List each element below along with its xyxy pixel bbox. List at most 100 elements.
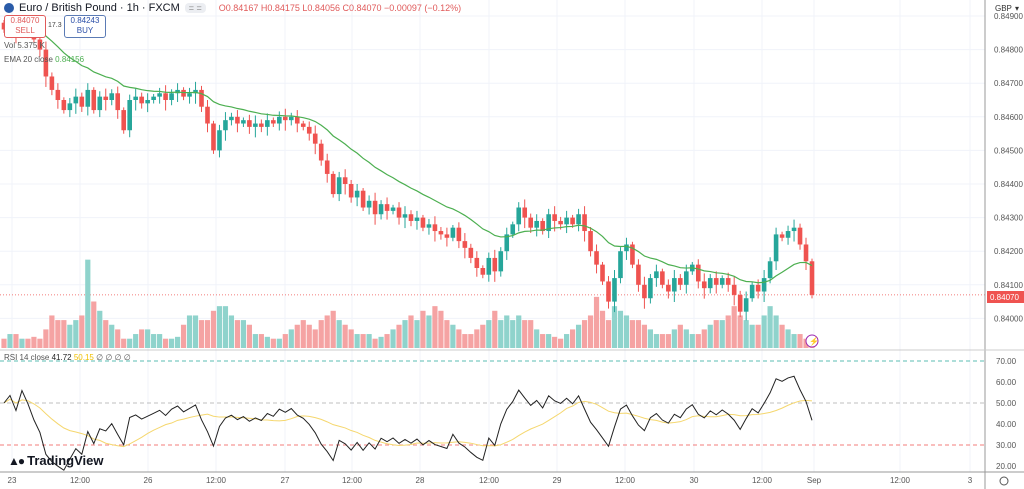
time-tick-label: 30: [690, 476, 699, 485]
candle-down: [396, 207, 402, 218]
last-price-label: 0.84070: [990, 293, 1019, 302]
volume-bar: [348, 329, 354, 348]
volume-bar: [534, 329, 540, 348]
buy-button[interactable]: 0.84243 BUY: [64, 15, 106, 38]
candle-down: [294, 116, 300, 124]
rsi-legend[interactable]: RSI 14 close 41.72 50.15 ∅ ∅ ∅ ∅: [4, 353, 131, 362]
volume-bar: [569, 329, 576, 348]
candle-up: [486, 257, 492, 275]
volume-bar: [731, 306, 737, 348]
volume-bar: [1, 338, 7, 348]
volume-bar: [468, 334, 474, 348]
rsi-tick-label: 30.00: [996, 441, 1017, 450]
candle-down: [211, 123, 216, 151]
candle-down: [606, 281, 611, 302]
price-tick-label: 0.84100: [994, 281, 1023, 290]
candle-down: [37, 39, 43, 50]
volume-bar: [13, 334, 19, 348]
volume-bar: [785, 329, 791, 348]
candle-up: [288, 116, 294, 121]
candle-down: [540, 220, 545, 232]
candle-up: [336, 177, 342, 195]
price-tick-label: 0.84500: [994, 146, 1023, 155]
rsi-tick-label: 20.00: [996, 462, 1017, 471]
volume-bar: [19, 338, 25, 348]
volume-bar: [163, 338, 169, 348]
volume-bars: [1, 259, 815, 348]
volume-bar: [677, 324, 683, 348]
grid-lines: [0, 0, 985, 472]
candle-down: [55, 89, 61, 100]
candle-up: [414, 217, 420, 221]
candle-down: [809, 261, 815, 295]
volume-bar: [665, 334, 671, 348]
candle-down: [660, 271, 665, 285]
tradingview-mark-icon: ▲●: [8, 453, 25, 468]
time-axis[interactable]: 23 12:00 26 12:00 27 12:00 28 12:00 29 12:00 30 12:…: [8, 476, 973, 485]
open-value: O0.84167: [218, 3, 259, 13]
volume-bar: [599, 310, 606, 348]
currency-label[interactable]: GBP: [995, 4, 1012, 13]
ohlc-readout: O0.84167 H0.84175 L0.84056 C0.84070 −0.0…: [219, 3, 461, 13]
currency-chevron-icon[interactable]: ▾: [1015, 4, 1019, 13]
price-tick-label: 0.84900: [994, 12, 1023, 21]
candle-up: [761, 278, 767, 292]
candle-down: [199, 89, 204, 107]
volume-bar: [300, 320, 306, 348]
volume-bar: [611, 306, 618, 348]
candle-down: [462, 241, 468, 248]
candle-down: [235, 116, 240, 124]
candle-up: [516, 207, 522, 225]
volume-legend[interactable]: Vol 5.375 K: [4, 41, 45, 50]
rsi-legend-label: RSI 14 close: [4, 353, 50, 362]
volume-bar: [701, 329, 707, 348]
candles: [1, 16, 815, 321]
candle-down: [582, 214, 587, 232]
candle-up: [133, 96, 138, 100]
volume-bar: [115, 329, 121, 348]
volume-bar: [318, 320, 324, 348]
candle-up: [73, 96, 79, 104]
volume-bar: [103, 320, 109, 348]
price-axis[interactable]: 0.850000.849000.848000.847000.846000.845…: [994, 0, 1023, 471]
price-tick-label: 0.84600: [994, 113, 1023, 122]
tradingview-logo[interactable]: ▲● TradingView: [8, 453, 103, 468]
candle-up: [618, 251, 623, 279]
candle-up: [707, 278, 713, 289]
rsi-line: [3, 375, 813, 471]
candle-up: [743, 298, 749, 312]
candle-down: [330, 173, 336, 195]
candle-up: [648, 278, 653, 299]
volume-bar: [246, 324, 252, 348]
event-flash-icon[interactable]: [805, 334, 819, 348]
volume-bar: [617, 310, 624, 348]
volume-bar: [761, 315, 767, 348]
time-tick-label: 26: [144, 476, 153, 485]
time-tick-label: 28: [416, 476, 425, 485]
volume-bar: [408, 315, 414, 348]
sell-button[interactable]: 0.84070 SELL: [4, 15, 46, 38]
volume-bar: [659, 334, 665, 348]
volume-bar: [492, 310, 498, 348]
volume-bar: [707, 324, 713, 348]
candle-up: [223, 120, 228, 131]
candle-down: [779, 234, 785, 238]
chart-mode-icon[interactable]: = =: [184, 3, 206, 13]
volume-bar: [180, 324, 187, 348]
candle-up: [773, 234, 779, 262]
candle-down: [205, 106, 210, 124]
settings-icon[interactable]: [999, 476, 1009, 486]
volume-bar: [109, 324, 115, 348]
candle-down: [103, 96, 109, 100]
volume-bar: [288, 329, 294, 348]
volume-bar: [420, 310, 426, 348]
symbol-title[interactable]: Euro / British Pound · 1h · FXCM: [19, 2, 180, 14]
volume-bar: [629, 320, 636, 348]
volume-bar: [558, 338, 564, 348]
candle-down: [312, 133, 318, 144]
volume-bar: [773, 315, 779, 348]
volume-bar: [330, 310, 336, 348]
candle-up: [498, 251, 504, 272]
ema-legend[interactable]: EMA 20 close 0.84156: [4, 55, 84, 64]
